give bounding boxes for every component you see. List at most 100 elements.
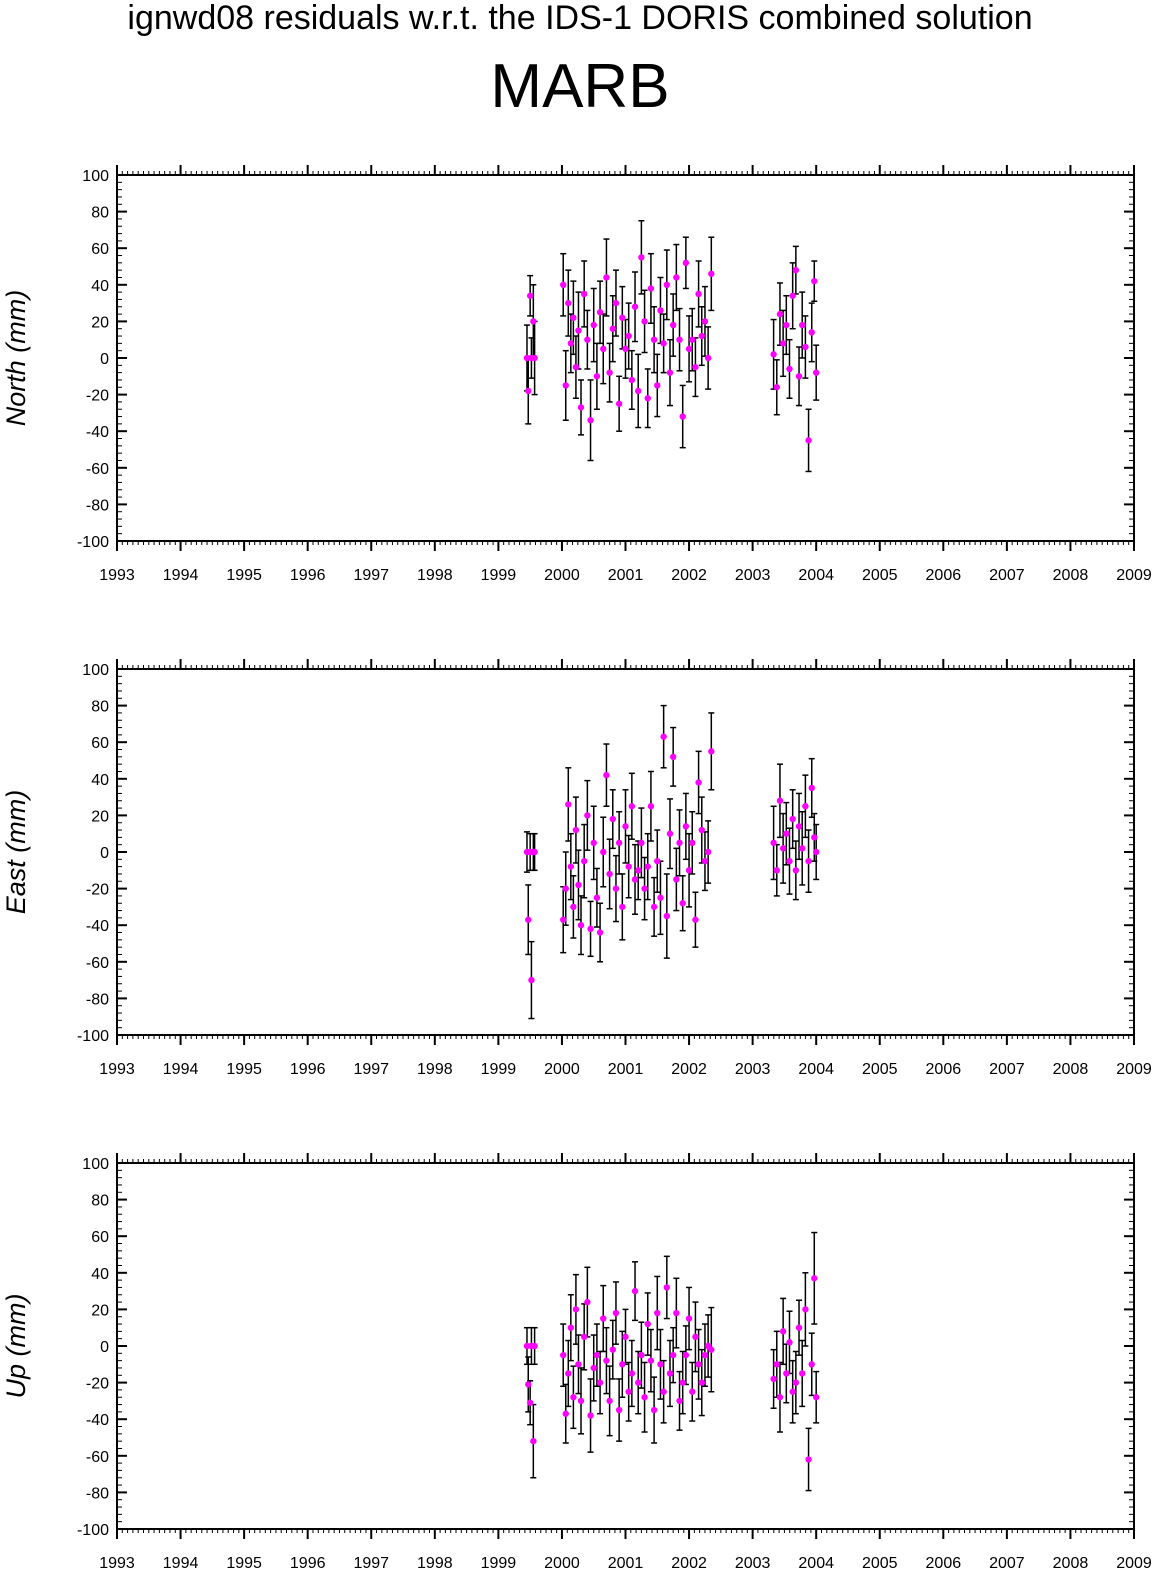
- x-tick-label: 2009: [1116, 1061, 1152, 1078]
- data-point: [698, 332, 705, 340]
- data-point: [657, 1361, 664, 1368]
- data-point: [560, 916, 567, 923]
- data-point: [704, 848, 712, 856]
- x-tick-label: 1995: [226, 1061, 262, 1078]
- x-tick-label: 2002: [671, 567, 707, 584]
- data-point: [660, 340, 667, 347]
- data-point: [776, 797, 784, 804]
- x-tick-label: 1998: [417, 1061, 453, 1078]
- data-point: [647, 285, 655, 292]
- data-point: [531, 1342, 538, 1350]
- y-tick-label: -80: [86, 991, 109, 1008]
- data-point: [704, 354, 712, 362]
- x-tick-label: 2001: [608, 1061, 644, 1078]
- series-0: [523, 220, 820, 473]
- data-point: [660, 733, 667, 740]
- x-tick-label: 2005: [862, 567, 898, 584]
- data-point: [657, 307, 664, 314]
- data-point: [593, 1351, 601, 1359]
- data-point: [811, 834, 818, 841]
- chart-panel-0: 1993 1994 1995 1996 1997 1998 1999 2000 2001 2002…: [1, 165, 1152, 584]
- data-point: [590, 321, 597, 329]
- data-point: [562, 382, 569, 389]
- y-tick-label: 40: [91, 1266, 109, 1283]
- data-point: [773, 1361, 780, 1368]
- data-point: [770, 1375, 777, 1383]
- chart-panel-1: 1993 1994 1995 1996 1997 1998 1999 2000 2001 2002…: [1, 659, 1152, 1078]
- y-axis-title: Up (mm): [1, 1294, 31, 1399]
- data-point: [673, 1309, 680, 1317]
- data-point: [805, 437, 812, 444]
- data-point: [689, 336, 696, 343]
- data-point: [631, 303, 639, 310]
- y-tick-label: 40: [91, 772, 109, 789]
- data-point: [596, 309, 604, 316]
- data-point: [530, 1437, 537, 1445]
- data-point: [695, 290, 702, 298]
- data-point: [587, 1412, 594, 1419]
- x-tick-label: 1994: [163, 567, 199, 584]
- data-point: [567, 863, 575, 870]
- x-tick-label: 2008: [1053, 1061, 1089, 1078]
- y-tick-label: -80: [86, 1485, 109, 1502]
- data-point: [562, 885, 569, 892]
- data-point: [685, 345, 693, 353]
- data-point: [603, 274, 610, 281]
- data-point: [615, 839, 623, 847]
- x-tick-label: 1996: [290, 1061, 326, 1078]
- data-point: [811, 277, 818, 285]
- data-point: [628, 803, 636, 810]
- x-tick-label: 2004: [798, 1061, 834, 1078]
- y-tick-label: 20: [91, 314, 109, 331]
- y-tick-label: -100: [77, 1028, 109, 1045]
- y-tick-label: 80: [91, 205, 109, 222]
- data-point: [523, 1342, 531, 1350]
- data-point: [560, 1351, 567, 1359]
- data-point: [701, 318, 709, 325]
- x-tick-label: 1999: [481, 1555, 517, 1572]
- y-tick-label: 40: [91, 278, 109, 295]
- x-tick-label: 1997: [353, 1555, 389, 1572]
- x-tick-label: 1997: [353, 1061, 389, 1078]
- x-tick-label: 2001: [608, 567, 644, 584]
- y-tick-label: -60: [86, 1449, 109, 1466]
- data-point: [698, 826, 705, 834]
- data-point: [600, 1315, 607, 1322]
- y-tick-label: -80: [86, 497, 109, 514]
- data-point: [783, 1370, 790, 1377]
- data-point: [584, 1298, 591, 1306]
- data-point: [808, 784, 815, 792]
- y-tick-label: -20: [86, 882, 109, 899]
- x-tick-label: 2002: [671, 1061, 707, 1078]
- data-point: [685, 867, 693, 874]
- data-point: [783, 321, 790, 329]
- x-tick-label: 1999: [481, 567, 517, 584]
- data-point: [575, 881, 582, 889]
- x-tick-label: 1994: [163, 1555, 199, 1572]
- data-point: [572, 363, 580, 371]
- y-tick-label: 80: [91, 1193, 109, 1210]
- data-point: [808, 1361, 815, 1368]
- x-tick-label: 2006: [926, 1555, 962, 1572]
- data-point: [531, 354, 538, 362]
- data-point: [708, 270, 715, 278]
- data-point: [647, 803, 655, 810]
- data-point: [669, 753, 677, 761]
- data-point: [570, 1394, 577, 1401]
- data-point: [528, 976, 535, 984]
- data-point: [600, 345, 607, 353]
- x-tick-label: 1996: [290, 567, 326, 584]
- data-point: [663, 281, 671, 288]
- data-point: [567, 340, 575, 347]
- data-point: [638, 1351, 645, 1359]
- y-axis-title: East (mm): [1, 790, 31, 915]
- data-point: [635, 387, 642, 395]
- data-point: [647, 1357, 655, 1364]
- x-tick-label: 2000: [544, 1555, 580, 1572]
- y-tick-label: 0: [100, 1339, 109, 1356]
- series-0: [523, 704, 820, 1020]
- y-axis-title: North (mm): [1, 290, 31, 427]
- data-point: [789, 815, 796, 823]
- data-point: [770, 351, 777, 358]
- data-point: [565, 1370, 572, 1377]
